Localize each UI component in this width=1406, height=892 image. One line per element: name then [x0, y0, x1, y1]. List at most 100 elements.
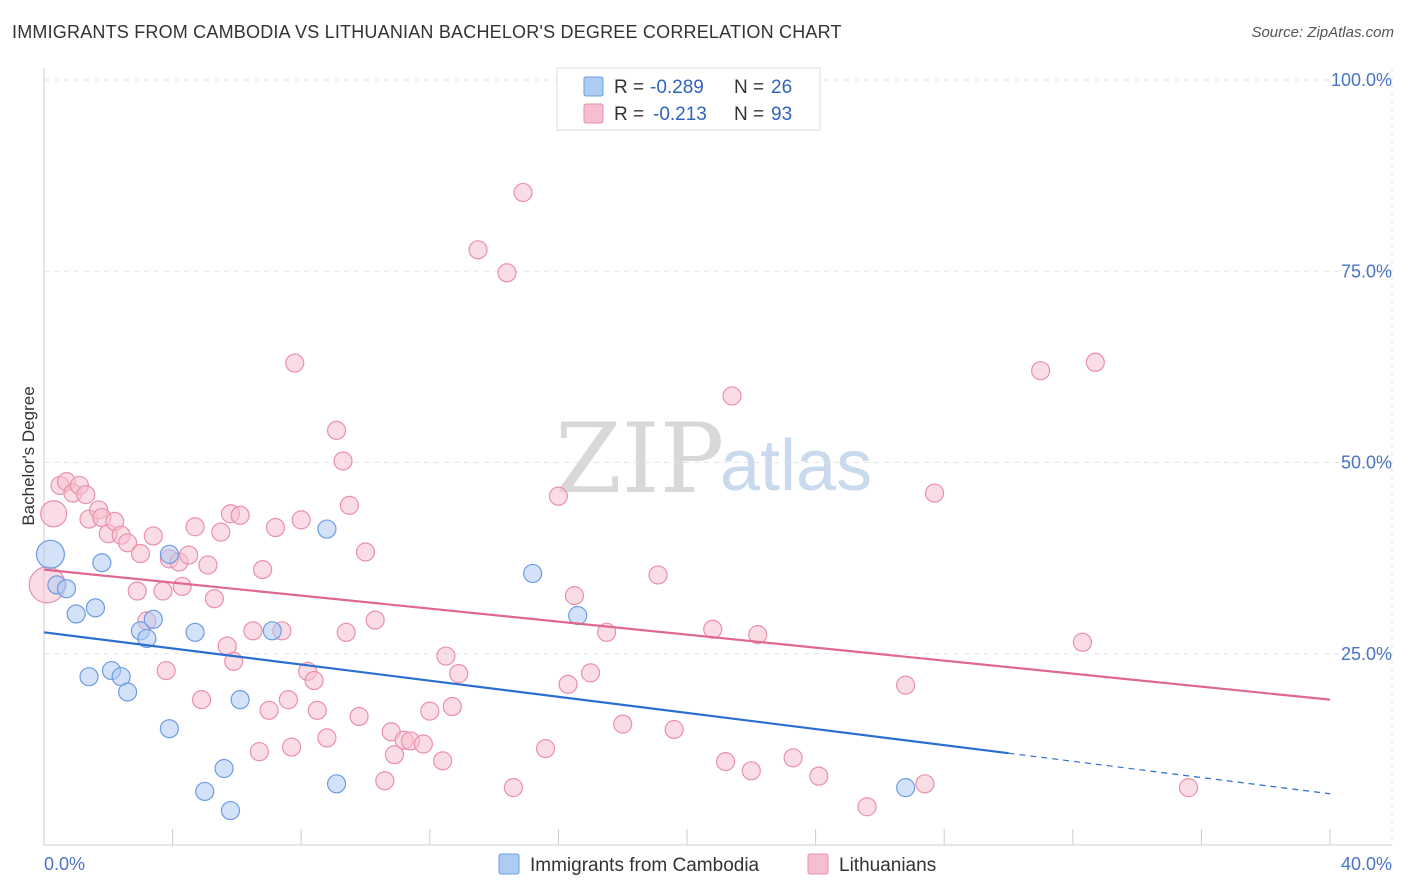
source-credit: Source: ZipAtlas.com — [1251, 24, 1394, 41]
point-lithuanians — [433, 751, 453, 771]
y-axis-tick-labels: 25.0% 50.0% 75.0% 100.0% — [1331, 70, 1392, 664]
point-cambodia — [326, 774, 347, 794]
legend-r-label-lithuanians: R = — [614, 104, 644, 125]
bottom-legend-swatch-lithuanians — [807, 853, 829, 875]
point-lithuanians — [365, 610, 385, 630]
point-lithuanians — [513, 182, 533, 203]
legend-swatch-lithuanians — [583, 103, 604, 124]
point-lithuanians — [130, 543, 151, 564]
point-lithuanians — [915, 774, 935, 794]
point-cambodia — [137, 628, 157, 649]
point-lithuanians — [1072, 632, 1093, 652]
legend-n-label-lithuanians: N = — [734, 104, 764, 125]
point-lithuanians — [468, 240, 488, 260]
point-cambodia — [159, 719, 179, 739]
point-lithuanians — [384, 745, 405, 765]
chart-title: IMMIGRANTS FROM CAMBODIA VS LITHUANIAN B… — [12, 22, 842, 42]
point-lithuanians — [204, 589, 224, 609]
y-tick-label-25: 25.0% — [1341, 644, 1392, 664]
point-lithuanians — [896, 675, 916, 695]
y-axis-label: Bachelor's Degree — [19, 386, 38, 525]
point-lithuanians — [924, 483, 945, 503]
point-cambodia — [159, 544, 179, 564]
x-tick-label-max: 40.0% — [1341, 854, 1392, 874]
point-cambodia — [214, 758, 234, 779]
point-lithuanians — [535, 739, 556, 759]
point-lithuanians — [285, 353, 305, 373]
point-lithuanians — [503, 778, 523, 798]
point-lithuanians — [127, 581, 147, 601]
legend-n-label-cambodia: N = — [734, 77, 764, 98]
legend-n-value-lithuanians: 93 — [771, 104, 792, 125]
point-lithuanians — [722, 386, 742, 406]
trendline-lithuanians — [43, 568, 1331, 701]
point-lithuanians — [420, 701, 440, 721]
point-lithuanians — [304, 670, 324, 691]
point-lithuanians — [143, 526, 163, 546]
point-lithuanians — [497, 263, 517, 283]
point-lithuanians — [259, 700, 279, 720]
series-cambodia — [35, 519, 916, 821]
legend-r-label-cambodia: R = — [614, 77, 644, 98]
point-cambodia — [185, 622, 205, 642]
trendline-extension-cambodia — [1008, 752, 1331, 795]
y-tick-label-50: 50.0% — [1341, 453, 1392, 473]
point-lithuanians — [413, 734, 433, 754]
legend-r-value-lithuanians: -0.213 — [653, 104, 707, 125]
point-cambodia — [92, 553, 112, 573]
point-cambodia — [230, 690, 250, 710]
point-lithuanians — [291, 510, 311, 530]
watermark-zip: ZIP — [555, 403, 724, 515]
bottom-legend-swatch-cambodia — [498, 853, 520, 875]
point-lithuanians — [558, 674, 578, 694]
stats-legend: R = -0.289 N = 26 R = -0.213 N = 93 — [556, 67, 821, 131]
watermark: ZIP atlas — [555, 403, 872, 515]
point-lithuanians — [375, 771, 395, 791]
point-cambodia — [568, 605, 588, 626]
point-lithuanians — [156, 660, 176, 681]
point-cambodia — [317, 519, 337, 539]
point-lithuanians — [326, 420, 347, 440]
y-tick-label-75: 75.0% — [1341, 261, 1392, 281]
point-lithuanians — [317, 728, 337, 748]
point-lithuanians — [339, 495, 360, 515]
point-lithuanians — [564, 586, 585, 606]
point-cambodia — [66, 604, 86, 624]
point-lithuanians — [449, 664, 469, 684]
point-lithuanians — [76, 485, 96, 505]
point-cambodia — [85, 598, 106, 618]
point-lithuanians — [230, 505, 250, 525]
point-lithuanians — [211, 522, 231, 542]
point-lithuanians — [613, 714, 633, 734]
point-lithuanians — [249, 742, 270, 762]
point-lithuanians — [117, 533, 138, 553]
bottom-legend-label-cambodia: Immigrants from Cambodia — [530, 855, 760, 876]
point-lithuanians — [1178, 778, 1199, 798]
point-lithuanians — [278, 690, 298, 710]
bottom-legend-label-lithuanians: Lithuanians — [839, 855, 936, 876]
legend-swatch-cambodia — [583, 76, 604, 97]
point-cambodia — [262, 621, 282, 641]
trendline-cambodia — [43, 631, 1009, 755]
x-tick-label-min: 0.0% — [44, 854, 85, 874]
point-lithuanians — [243, 621, 263, 641]
point-lithuanians — [153, 581, 173, 601]
point-lithuanians — [281, 737, 302, 757]
point-cambodia — [56, 579, 77, 599]
point-lithuanians — [179, 545, 199, 565]
point-lithuanians — [715, 752, 736, 772]
gridlines — [44, 79, 1392, 655]
point-cambodia — [117, 682, 138, 702]
point-lithuanians — [664, 719, 684, 740]
point-lithuanians — [741, 761, 761, 781]
point-lithuanians — [355, 542, 376, 562]
point-lithuanians — [40, 500, 68, 528]
point-lithuanians — [1031, 361, 1051, 381]
series-legend: Immigrants from Cambodia Lithuanians — [498, 853, 936, 876]
point-lithuanians — [191, 690, 212, 710]
point-cambodia — [35, 539, 66, 569]
point-lithuanians — [580, 663, 601, 683]
point-lithuanians — [1085, 352, 1105, 372]
point-lithuanians — [185, 517, 205, 537]
